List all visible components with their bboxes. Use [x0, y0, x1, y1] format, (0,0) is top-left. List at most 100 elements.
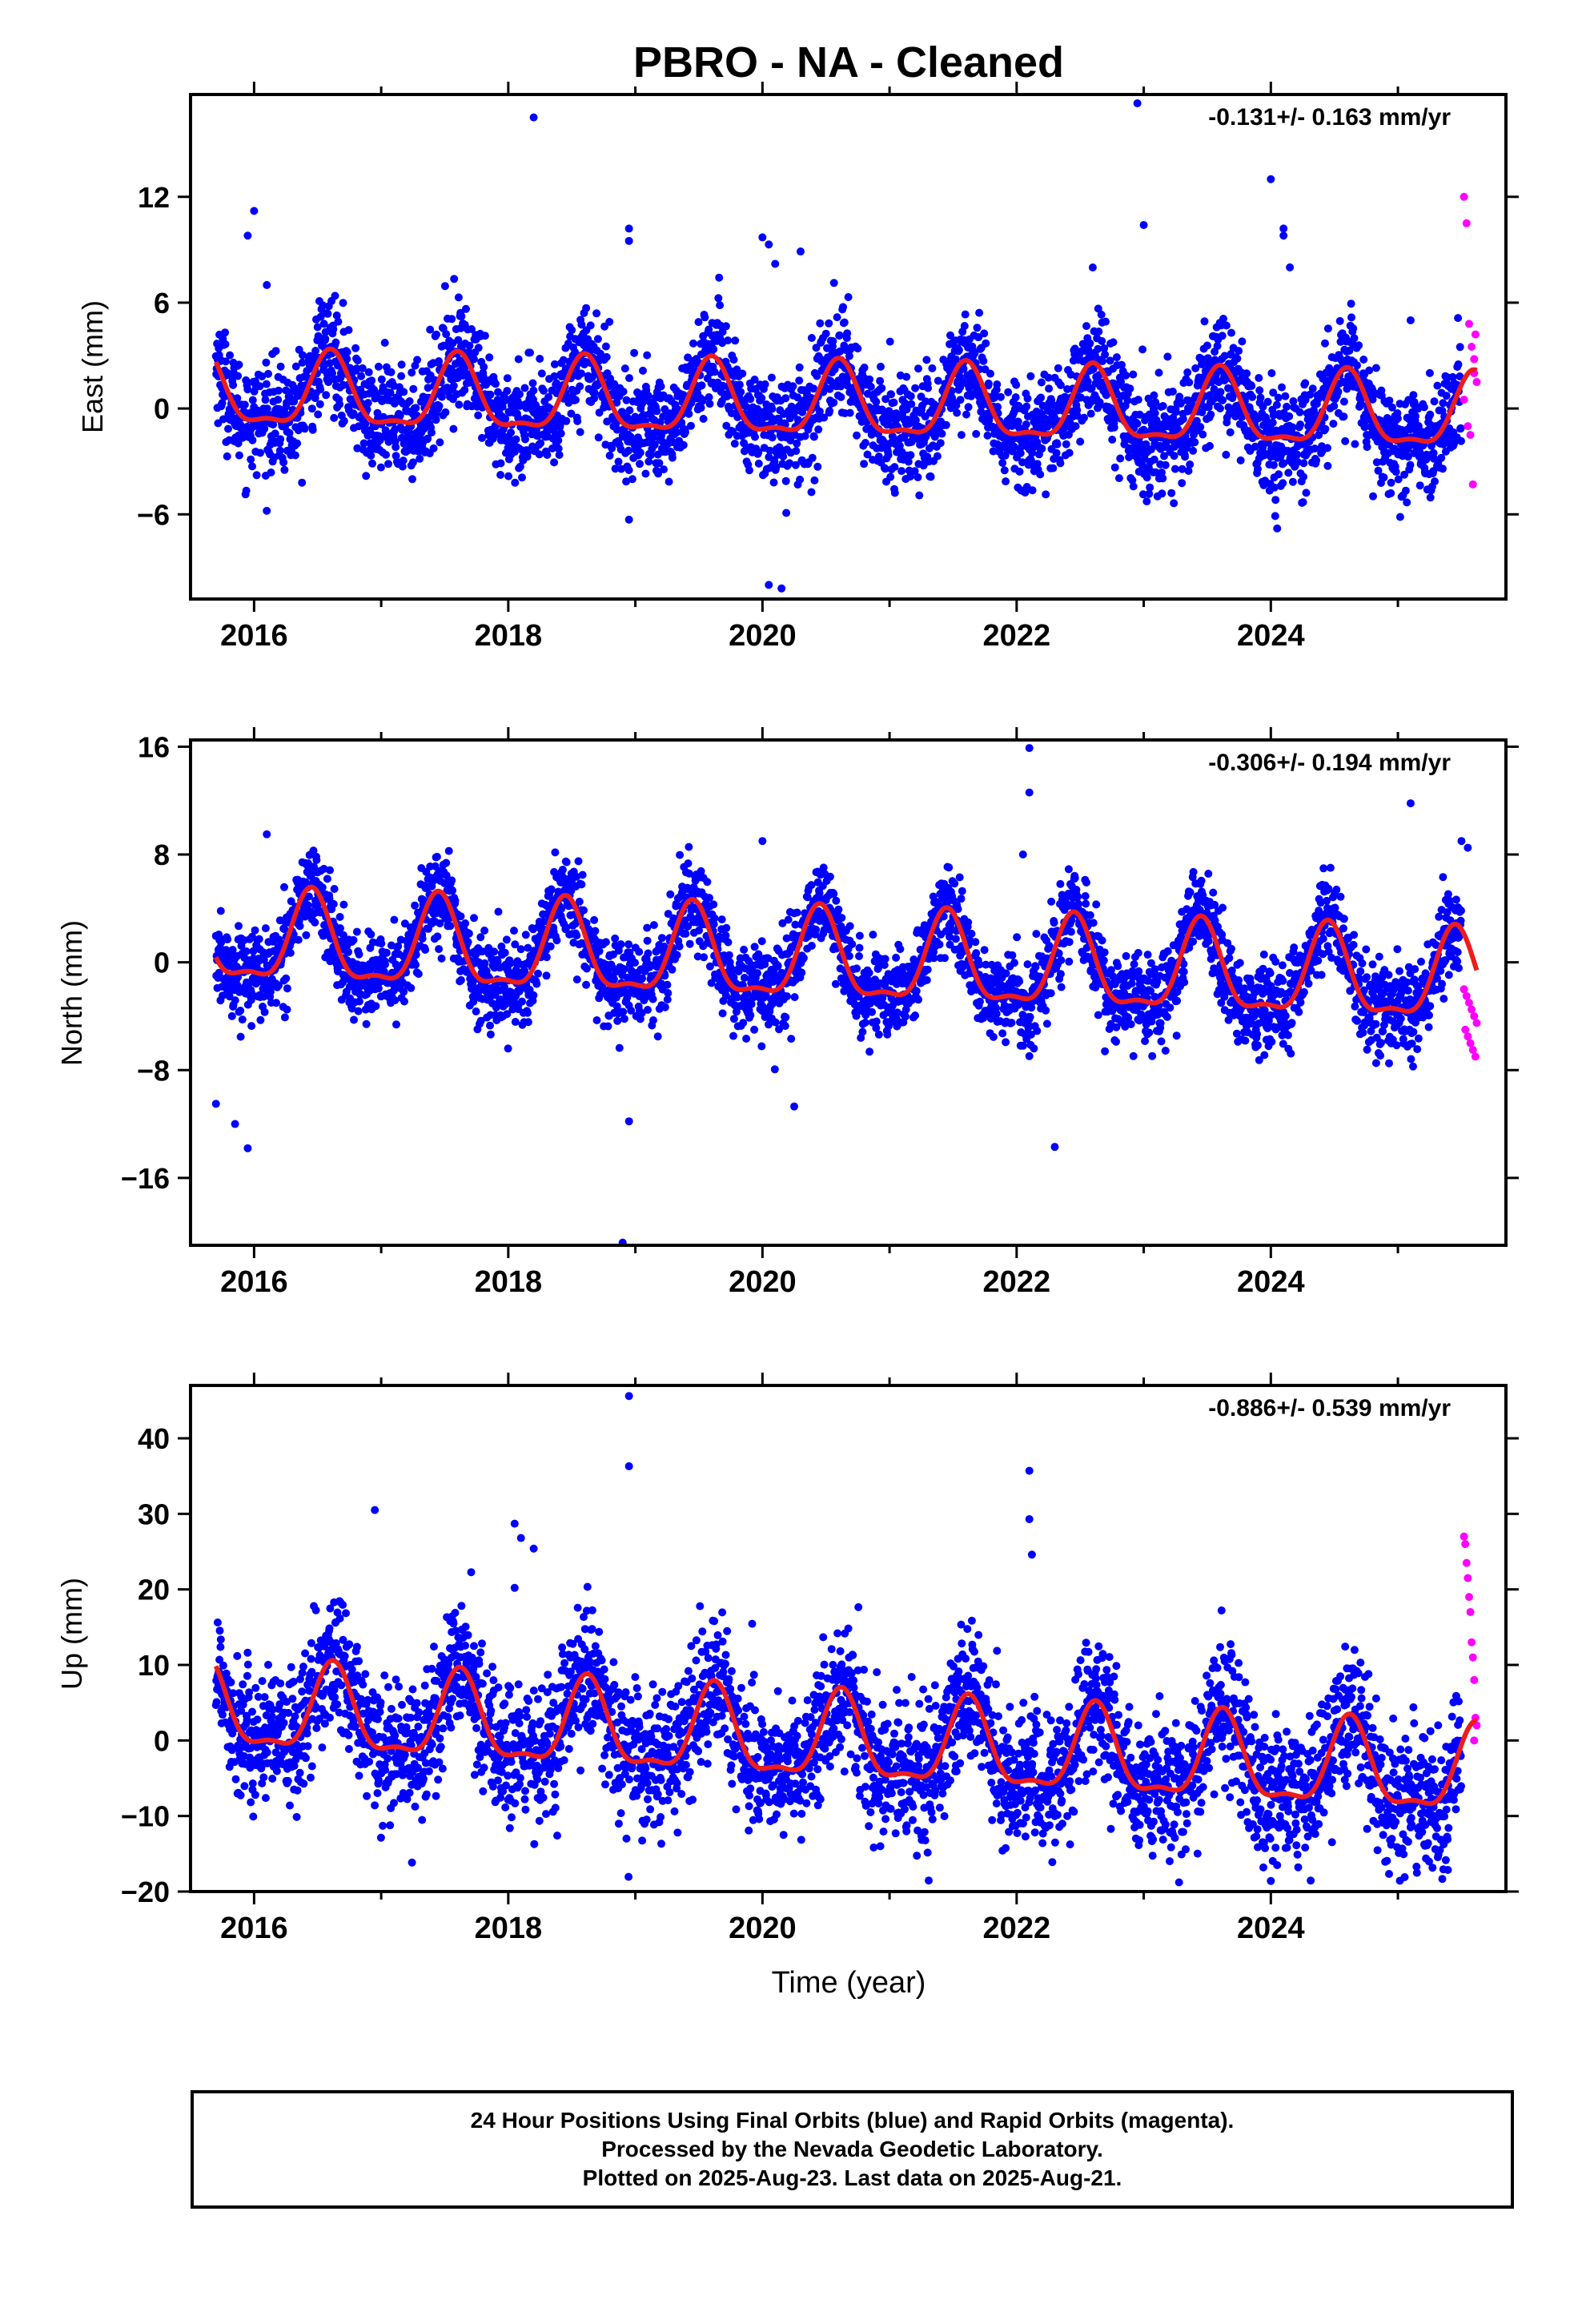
- east-final-orbit-point: [396, 411, 404, 420]
- east-final-orbit-point: [234, 439, 243, 448]
- north-final-orbit-point: [673, 951, 681, 959]
- east-final-orbit-point: [808, 453, 817, 462]
- north-final-orbit-point: [577, 880, 586, 889]
- east-final-orbit-point: [316, 312, 325, 321]
- east-final-orbit-point: [1267, 369, 1276, 377]
- east-final-orbit-point: [1112, 353, 1121, 362]
- north-final-orbit-point: [524, 1008, 532, 1017]
- east-final-orbit-point: [494, 388, 502, 396]
- east-final-orbit-point: [1186, 460, 1195, 468]
- east-final-orbit-point: [492, 380, 500, 388]
- north-final-orbit-point: [339, 900, 348, 909]
- north-final-orbit-point: [500, 948, 509, 957]
- east-final-orbit-point: [224, 424, 232, 433]
- east-final-orbit-point: [1288, 477, 1297, 486]
- east-final-orbit-point: [247, 455, 255, 464]
- east-final-orbit-point: [454, 336, 463, 344]
- east-final-orbit-point: [1022, 420, 1030, 428]
- east-final-orbit-point: [1369, 492, 1377, 501]
- east-final-orbit-point: [1158, 489, 1166, 498]
- east-rapid-orbit-point: [1462, 219, 1471, 227]
- east-final-orbit-point: [449, 424, 458, 433]
- north-final-orbit-point: [619, 1007, 628, 1016]
- east-final-orbit-point: [825, 319, 833, 328]
- east-final-orbit-point: [628, 475, 636, 484]
- east-final-orbit-point: [367, 451, 375, 460]
- east-final-orbit-point: [1255, 374, 1263, 382]
- east-final-orbit-point: [269, 420, 278, 429]
- north-final-orbit-point: [435, 945, 444, 954]
- east-final-orbit-point: [324, 378, 333, 387]
- north-final-orbit-point: [236, 1032, 245, 1041]
- east-final-orbit-point: [701, 313, 709, 322]
- east-final-orbit-point: [582, 304, 591, 312]
- east-final-orbit-point: [454, 293, 463, 302]
- east-final-orbit-point: [954, 346, 963, 355]
- north-final-orbit-point: [613, 1016, 622, 1025]
- east-final-orbit-point: [468, 325, 476, 333]
- east-final-orbit-point: [906, 392, 915, 400]
- east-final-orbit-point: [1037, 393, 1046, 402]
- north-final-orbit-point: [251, 926, 259, 935]
- east-final-orbit-point: [1248, 392, 1257, 401]
- east-final-orbit-point: [1154, 368, 1163, 377]
- east-final-orbit-point: [816, 319, 825, 328]
- east-final-orbit-point: [298, 478, 307, 487]
- east-final-orbit-point: [1133, 420, 1142, 428]
- east-final-orbit-point: [586, 321, 595, 330]
- east-final-orbit-point: [1129, 370, 1138, 379]
- east-final-orbit-point: [1387, 489, 1395, 497]
- east-final-orbit-point: [853, 344, 862, 353]
- east-final-orbit-point: [936, 439, 945, 448]
- east-final-orbit-point: [1281, 392, 1290, 400]
- north-final-orbit-point: [283, 1005, 291, 1014]
- east-final-orbit-point: [1158, 474, 1167, 483]
- east-outlier-point: [1279, 224, 1288, 233]
- east-final-orbit-point: [381, 426, 390, 435]
- north-final-orbit-point: [242, 947, 251, 955]
- east-final-orbit-point: [576, 382, 584, 391]
- east-final-orbit-point: [986, 369, 994, 378]
- east-final-orbit-point: [1355, 341, 1363, 350]
- east-final-orbit-point: [300, 424, 309, 433]
- east-final-orbit-point: [660, 465, 668, 474]
- east-final-orbit-point: [1299, 459, 1308, 468]
- east-final-orbit-point: [229, 380, 238, 389]
- east-final-orbit-point: [979, 356, 988, 365]
- east-final-orbit-point: [263, 506, 271, 515]
- east-final-orbit-point: [524, 448, 532, 457]
- east-final-orbit-point: [620, 364, 629, 373]
- east-final-orbit-point: [1000, 466, 1009, 475]
- east-final-orbit-point: [501, 415, 510, 423]
- east-final-orbit-point: [537, 369, 546, 378]
- east-final-orbit-point: [291, 362, 300, 371]
- north-final-orbit-point: [456, 912, 465, 921]
- east-final-orbit-point: [1284, 468, 1293, 477]
- east-final-orbit-point: [577, 369, 585, 378]
- east-final-orbit-point: [426, 325, 435, 334]
- north-final-orbit-point: [486, 1021, 494, 1030]
- east-final-orbit-point: [529, 386, 538, 395]
- east-final-orbit-point: [1238, 337, 1247, 346]
- east-outlier-point: [1133, 99, 1142, 108]
- east-final-orbit-point: [474, 411, 483, 420]
- east-final-orbit-point: [526, 348, 534, 357]
- east-final-orbit-point: [781, 394, 790, 403]
- east-final-orbit-point: [853, 431, 861, 440]
- east-final-orbit-point: [362, 472, 371, 480]
- east-final-orbit-point: [408, 475, 416, 484]
- north-final-orbit-point: [664, 989, 673, 997]
- east-final-orbit-point: [248, 462, 256, 471]
- east-final-orbit-point: [1026, 372, 1035, 380]
- north-final-orbit-point: [367, 930, 375, 939]
- north-final-orbit-point: [294, 935, 303, 944]
- east-final-orbit-point: [256, 448, 264, 457]
- east-final-orbit-point: [242, 486, 251, 495]
- east-final-orbit-point: [438, 392, 446, 401]
- east-final-orbit-point: [1196, 423, 1205, 432]
- east-final-orbit-point: [1235, 347, 1243, 356]
- east-final-orbit-point: [997, 392, 1005, 401]
- east-final-orbit-point: [605, 451, 614, 460]
- east-final-orbit-point: [398, 462, 407, 471]
- east-final-orbit-point: [721, 322, 730, 331]
